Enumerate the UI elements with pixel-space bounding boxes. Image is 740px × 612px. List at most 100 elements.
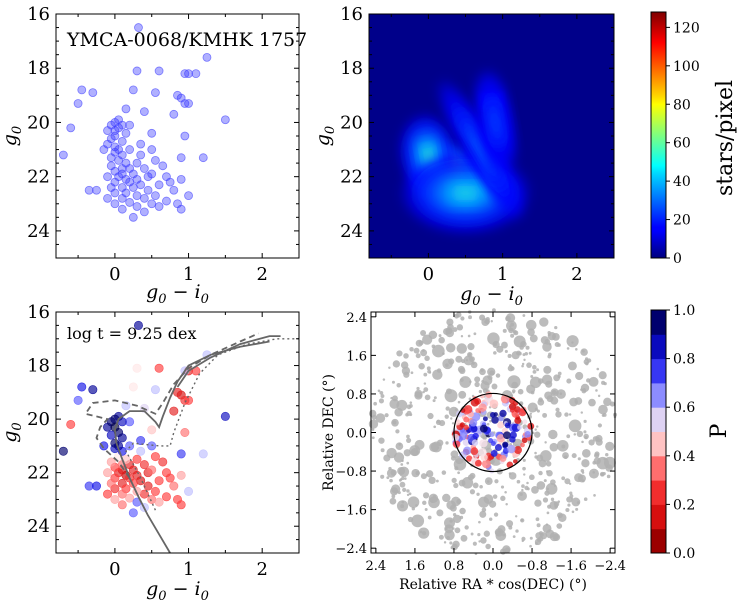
y-tick-label: −0.8 xyxy=(335,465,367,480)
field-star xyxy=(436,368,442,373)
field-star xyxy=(566,496,573,503)
field-star xyxy=(583,433,589,440)
y-tick-label: 16 xyxy=(340,4,363,25)
field-star xyxy=(504,490,507,494)
star-point xyxy=(58,150,68,160)
star-point xyxy=(198,153,208,163)
y-tick-label: 18 xyxy=(27,356,50,377)
star-point xyxy=(220,411,230,421)
field-star xyxy=(424,394,431,401)
field-star xyxy=(444,524,454,534)
field-star xyxy=(420,473,427,480)
field-star xyxy=(534,451,537,455)
star-point xyxy=(121,104,131,114)
field-star xyxy=(408,403,413,408)
field-star xyxy=(500,485,505,489)
y-axis-label: g0 xyxy=(312,126,338,146)
field-star xyxy=(400,504,405,509)
star-point xyxy=(136,150,146,160)
field-star xyxy=(396,350,403,357)
field-star xyxy=(432,399,436,403)
star-point xyxy=(58,446,68,456)
field-star xyxy=(460,316,465,321)
star-point xyxy=(103,126,112,135)
y-tick-label: 1.6 xyxy=(346,349,367,364)
density-contour xyxy=(424,150,432,160)
colorbar-band xyxy=(651,480,666,505)
field-star xyxy=(403,353,409,359)
field-star xyxy=(505,313,516,323)
field-star xyxy=(526,362,532,369)
density-contour xyxy=(457,188,474,198)
field-star xyxy=(397,491,401,495)
field-star xyxy=(480,537,487,544)
field-star xyxy=(472,541,477,546)
field-star xyxy=(378,437,385,444)
star-point xyxy=(84,185,94,195)
field-star xyxy=(506,320,517,332)
field-star xyxy=(406,489,410,493)
field-star xyxy=(432,344,445,358)
colorbar-tick-label: 0.0 xyxy=(673,546,695,562)
star-point xyxy=(73,395,83,405)
field-star xyxy=(479,368,486,376)
y-tick-label: 16 xyxy=(27,302,50,323)
field-star xyxy=(554,342,560,347)
star-point xyxy=(110,494,120,504)
colorbar-tick-label: 100 xyxy=(673,59,700,75)
member-star xyxy=(459,422,465,428)
field-star xyxy=(519,492,523,496)
cluster-title: YMCA-0068/KMHK 1757 xyxy=(66,29,307,51)
field-star xyxy=(532,431,535,435)
colorbar-band xyxy=(651,528,666,554)
field-star xyxy=(375,413,386,423)
field-star xyxy=(542,412,548,418)
star-point xyxy=(88,385,98,395)
field-star xyxy=(517,491,527,501)
field-star xyxy=(492,341,498,347)
colorbar-band xyxy=(651,407,666,432)
member-star xyxy=(479,439,488,448)
field-star xyxy=(523,473,526,476)
star-point xyxy=(147,465,157,475)
field-star xyxy=(566,335,579,348)
star-point xyxy=(66,123,76,133)
star-point xyxy=(128,508,138,518)
field-star xyxy=(418,340,424,346)
density-contour xyxy=(492,116,498,129)
member-star xyxy=(463,416,470,423)
star-point xyxy=(176,174,186,184)
x-tick-label: −1.6 xyxy=(555,559,587,574)
y-tick-label: 24 xyxy=(340,221,363,242)
field-star xyxy=(521,488,524,492)
field-star xyxy=(553,484,557,487)
star-point xyxy=(180,427,190,437)
field-star xyxy=(576,430,584,438)
star-point xyxy=(139,207,149,217)
member-star xyxy=(489,399,499,409)
field-star xyxy=(396,382,401,388)
star-point xyxy=(165,177,175,187)
x-tick-label: −2.4 xyxy=(594,559,626,574)
field-star xyxy=(521,362,525,366)
star-point xyxy=(220,115,230,125)
field-star xyxy=(486,480,490,483)
field-star xyxy=(538,459,547,468)
field-star xyxy=(428,476,436,485)
star-point xyxy=(92,185,101,195)
field-star xyxy=(438,336,445,344)
star-point xyxy=(198,449,208,459)
field-star xyxy=(504,547,511,553)
member-star xyxy=(520,442,525,448)
member-star xyxy=(470,447,479,456)
field-star xyxy=(493,512,499,517)
field-star xyxy=(459,515,464,520)
x-axis-label: Relative RA * cos(DEC) (°) xyxy=(399,577,587,593)
field-star xyxy=(489,419,492,423)
star-point xyxy=(92,481,102,491)
field-star xyxy=(386,476,390,480)
y-tick-label: 24 xyxy=(27,221,50,242)
member-star xyxy=(474,459,482,467)
star-point xyxy=(132,66,142,76)
field-star xyxy=(384,413,389,418)
